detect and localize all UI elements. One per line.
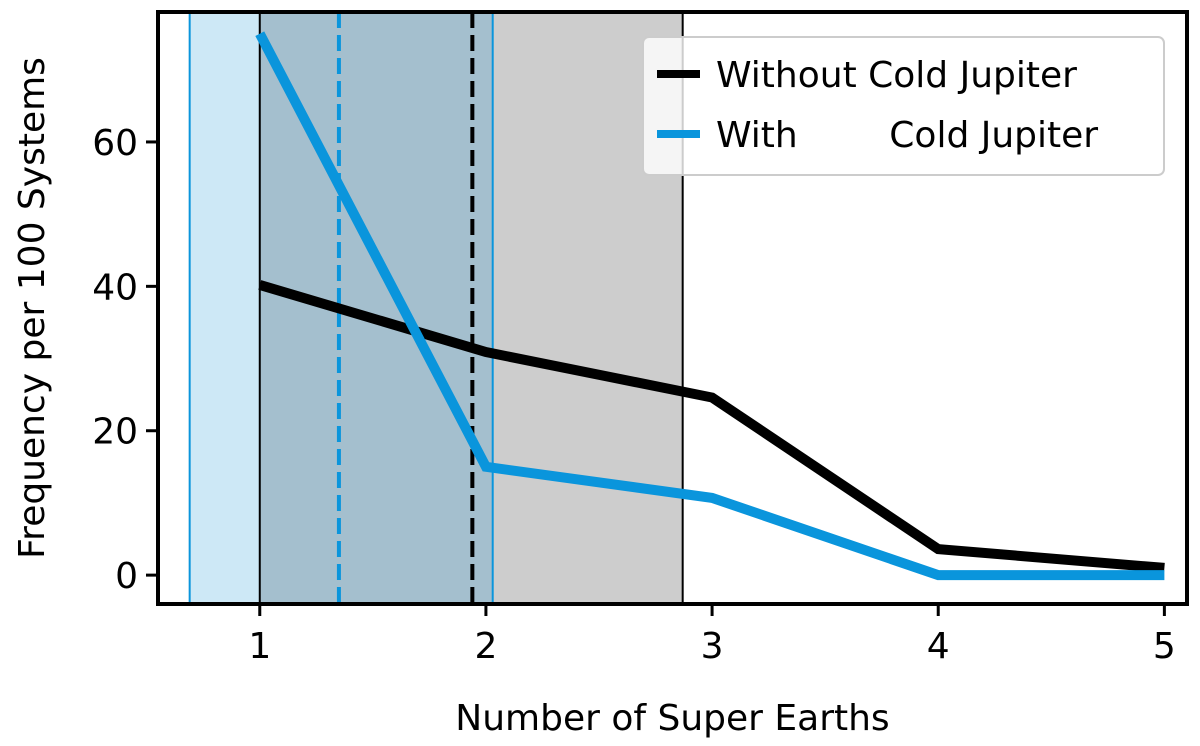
legend-box xyxy=(642,36,1165,176)
legend-label-without-cold-jupiter: Without Cold Jupiter xyxy=(716,55,1077,96)
x-tick-label: 4 xyxy=(927,626,950,667)
x-tick-label: 3 xyxy=(701,626,724,667)
x-tick-label: 5 xyxy=(1153,626,1176,667)
legend: Without Cold Jupiter With Cold Jupiter xyxy=(642,36,1165,176)
series-lines xyxy=(255,31,1165,581)
y-tick-label: 0 xyxy=(115,556,138,597)
axis-ticks: 1 2 3 4 5 0 20 40 60 xyxy=(92,123,1176,667)
x-tick-label: 2 xyxy=(474,626,497,667)
series-line-with-cold-jupiter xyxy=(255,31,1165,581)
plot-frame xyxy=(156,10,1189,606)
uncertainty-bands xyxy=(189,12,683,604)
x-axis-label: Number of Super Earths xyxy=(455,698,889,739)
x-tick-label: 1 xyxy=(248,626,271,667)
y-tick-label: 20 xyxy=(92,412,138,453)
y-tick-label: 40 xyxy=(92,267,138,308)
y-axis-label: Frequency per 100 Systems xyxy=(12,57,53,559)
y-tick-label: 60 xyxy=(92,123,138,164)
legend-label-with-cold-jupiter: With Cold Jupiter xyxy=(716,115,1098,156)
